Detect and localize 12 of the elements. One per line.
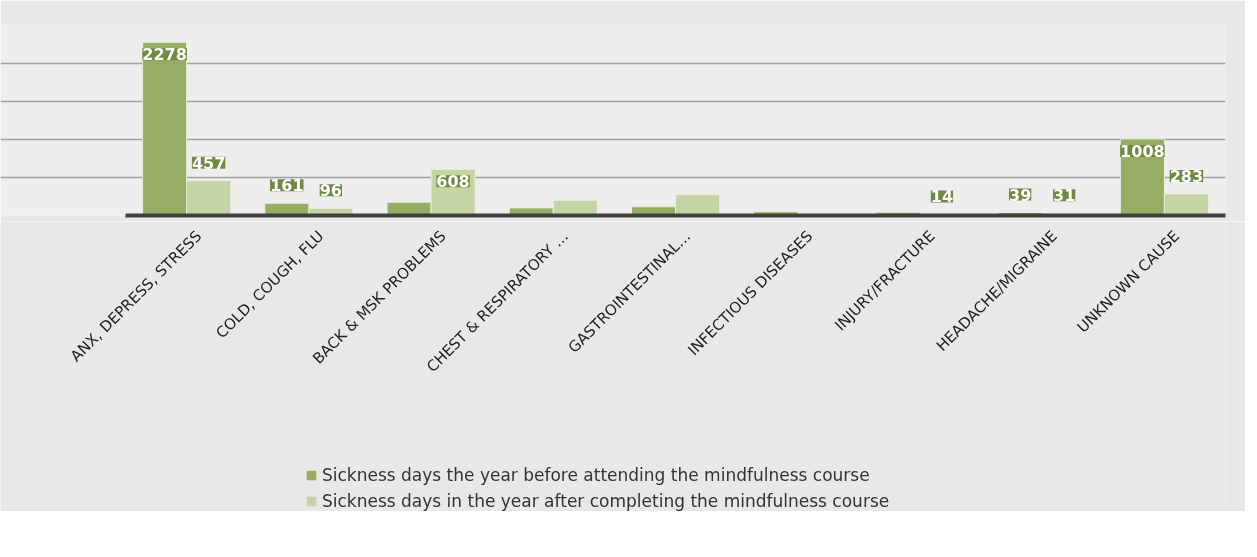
- legend-label: Sickness days in the year after completing the mindfulness course: [322, 491, 890, 511]
- data-label: 14: [930, 187, 954, 207]
- data-label: 283: [1169, 166, 1204, 186]
- data-label: 96: [319, 181, 342, 201]
- data-label: 2278: [142, 45, 187, 65]
- data-label: 608: [436, 172, 470, 192]
- data-label: 39: [1009, 185, 1032, 205]
- data-label: 1008: [1120, 141, 1165, 161]
- data-label: 457: [191, 153, 226, 173]
- data-label: 161: [270, 176, 304, 196]
- data-label: 31: [1053, 186, 1076, 206]
- legend-label: Sickness days the year before attending the mindfulness course: [322, 465, 870, 485]
